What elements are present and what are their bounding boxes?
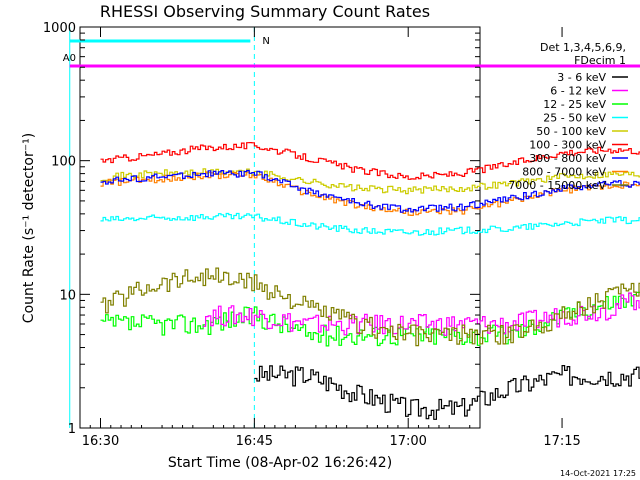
series-line [100,212,640,236]
legend-header: Det 1,3,4,5,6,9, [540,41,626,54]
series-line [254,365,640,420]
series-lines [100,142,640,420]
legend-label: 100 - 300 keV [529,139,606,152]
x-tick-label: 16:30 [82,434,119,449]
legend-label: 25 - 50 keV [543,112,606,125]
night-boundaries [69,27,255,428]
series-line [100,142,640,180]
y-tick-label: 100 [51,155,76,170]
series-line [100,171,640,216]
legend-label: 3 - 6 keV [557,71,606,84]
legend-label: 50 - 100 keV [536,125,606,138]
series-line [100,267,640,347]
footer-timestamp: 14-Oct-2021 17:25 [560,469,636,478]
legend-label: 800 - 7000 keV [522,166,606,179]
series-line [203,292,640,336]
plot-frame [79,26,481,429]
legend-label: 12 - 25 keV [543,98,606,111]
y-axis-label: Count Rate (s⁻¹ detector⁻¹) [21,133,37,323]
legend-label: 6 - 12 keV [550,85,606,98]
x-tick-label: 17:15 [543,434,580,449]
y-tick-label: 10 [59,288,76,303]
x-tick-label: 17:00 [389,434,426,449]
attenuator-label: A0 [63,53,76,64]
flag-bars: NFA0 [63,36,640,68]
legend-label: 7000 - 15000 keV [508,179,606,192]
series-line [100,169,640,213]
y-tick-label: 1000 [43,21,76,36]
legend-header: FDecim 1 [574,54,626,67]
legend-label: 300 - 800 keV [529,152,606,165]
axis-ticks: 110100100016:3016:4517:0017:1517:3017:45… [43,21,581,449]
chart-title: RHESSI Observing Summary Count Rates [100,2,430,21]
y-tick-label: 1 [68,422,76,437]
night-label: N [262,36,269,47]
x-tick-label: 16:45 [236,434,273,449]
series-line [100,291,640,347]
x-axis-label: Start Time (08-Apr-02 16:26:42) [168,455,392,471]
